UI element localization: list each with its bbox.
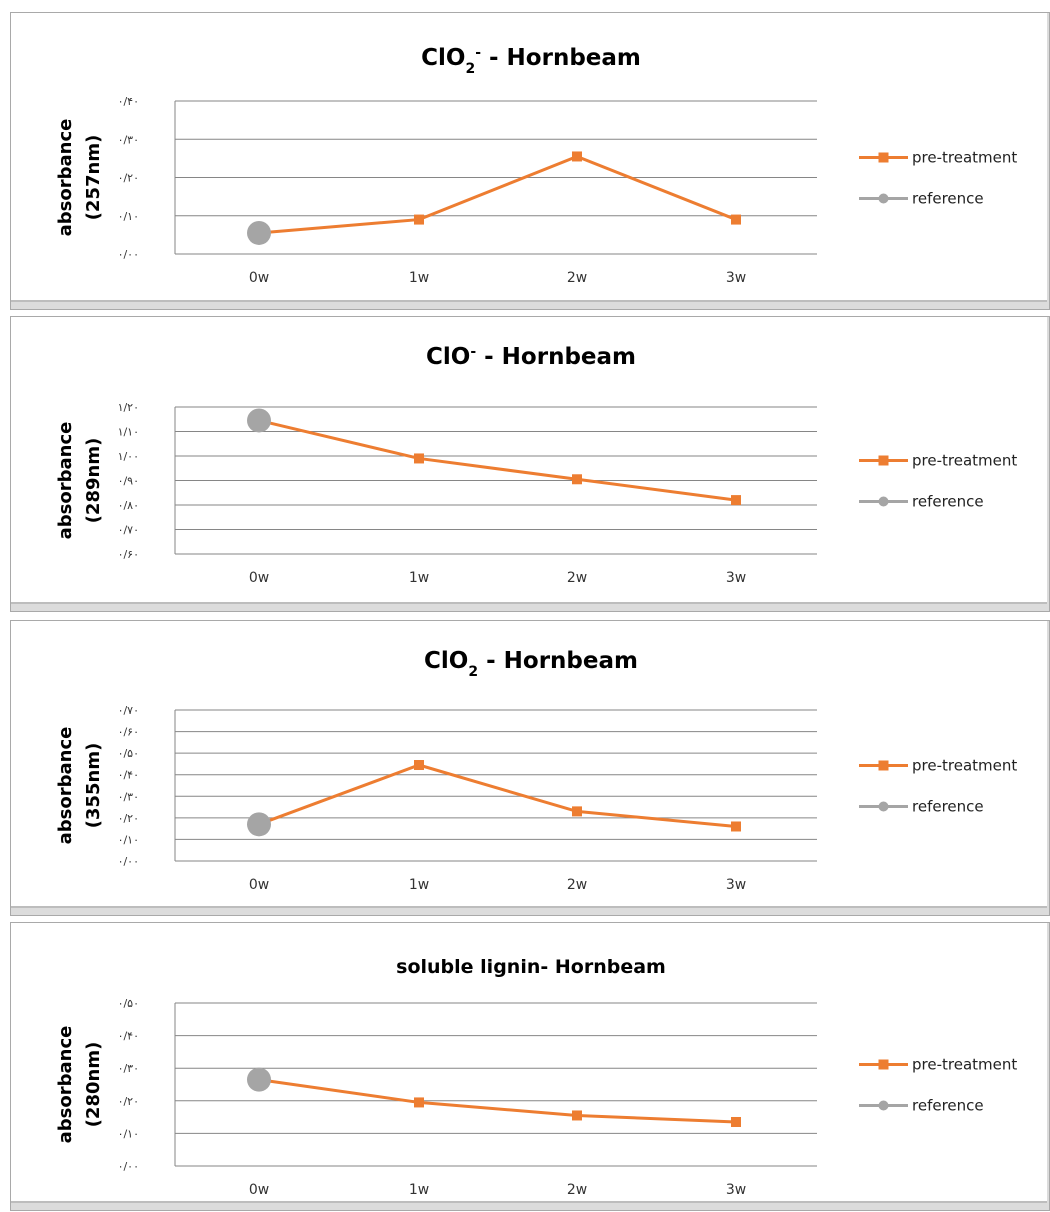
y-tick-label: ۰/۰۰: [118, 248, 139, 261]
data-point-pre-treatment: [572, 1110, 582, 1121]
y-tick-label: ۰/۱۰: [118, 1127, 139, 1140]
x-tick-label: 3w: [726, 270, 746, 286]
y-tick-label: ۰/۴۰: [118, 769, 139, 782]
y-tick-label: ۰/۲۰: [118, 172, 139, 185]
chart-panel-clo2: ClO2 - Hornbeam absorbance (355nm) ۰/۷۰ ۰/۶۰…: [10, 620, 1050, 916]
y-tick-label: ۱/۲۰: [118, 401, 139, 414]
data-point-pre-treatment: [731, 821, 741, 832]
y-tick-label: ۰/۰۰: [118, 1160, 139, 1173]
data-point-pre-treatment: [572, 474, 582, 485]
legend-marker-pre-treatment: [878, 1059, 889, 1070]
data-point-pre-treatment: [731, 214, 741, 225]
legend-label-pre-treatment: pre-treatment: [912, 757, 1017, 775]
legend-marker-reference: [878, 496, 889, 507]
legend-label-pre-treatment: pre-treatment: [912, 1056, 1017, 1074]
x-tick-label: 2w: [567, 270, 587, 286]
chart-2: ClO2 - Hornbeam absorbance (355nm) ۰/۷۰ ۰/۶۰…: [55, 648, 1017, 893]
data-point-pre-treatment: [414, 760, 424, 771]
legend-marker-reference: [878, 801, 889, 812]
y-tick-label: ۰/۱۰: [118, 833, 139, 846]
legend-label-pre-treatment: pre-treatment: [912, 452, 1017, 470]
chart-title: ClO2 - Hornbeam: [424, 648, 638, 680]
y-tick-label: ۰/۵۰: [118, 747, 139, 760]
y-tick-label: ۰/۵۰: [118, 997, 139, 1010]
series-line-pre-treatment: [258, 419, 737, 502]
y-tick-label: ۰/۴۰: [118, 95, 139, 108]
y-tick-label: ۱/۱۰: [118, 426, 139, 439]
data-point-pre-treatment: [731, 1116, 741, 1127]
y-tick-label: ۰/۲۰: [118, 812, 139, 825]
chart-3: soluble lignin- Hornbeam absorbance (280nm…: [55, 956, 1017, 1198]
y-axis-label: absorbance (280nm): [55, 1026, 104, 1144]
series-line-pre-treatment: [258, 154, 737, 235]
data-point-pre-treatment: [731, 495, 741, 506]
data-point-pre-treatment: [414, 453, 424, 464]
y-tick-label: ۰/۰۰: [118, 855, 139, 868]
y-tick-label: ۰/۳۰: [118, 790, 139, 803]
chart-title: ClO- - Hornbeam: [426, 344, 636, 370]
series-line-pre-treatment: [258, 763, 737, 828]
chart-0: ClO2- - Hornbeam absorbance (257nm) ۰/۴۰ ۰/۳…: [55, 45, 1017, 286]
legend-label-pre-treatment: pre-treatment: [912, 149, 1017, 167]
y-tick-label: ۰/۶۰: [118, 726, 139, 739]
y-tick-label: ۰/۷۰: [118, 524, 139, 537]
y-tick-label: ۰/۳۰: [118, 133, 139, 146]
chart-panel-soluble-lignin: soluble lignin- Hornbeam absorbance (280nm…: [10, 922, 1050, 1211]
legend-marker-pre-treatment: [878, 152, 889, 163]
x-tick-label: 0w: [249, 270, 269, 286]
chart-panel-clo2-minus: ClO2- - Hornbeam absorbance (257nm) ۰/۴۰ ۰/۳…: [10, 12, 1050, 310]
legend-marker-reference: [878, 193, 889, 204]
chart-title: ClO2- - Hornbeam: [421, 45, 641, 77]
legend-marker-reference: [878, 1100, 889, 1111]
data-point-reference: [247, 220, 271, 245]
x-tick-label: 3w: [726, 877, 746, 893]
y-tick-label: ۰/۳۰: [118, 1062, 139, 1075]
chart-title: soluble lignin- Hornbeam: [396, 956, 666, 978]
x-tick-label: 0w: [249, 570, 269, 586]
legend-label-reference: reference: [912, 798, 984, 816]
y-axis-label: absorbance (355nm): [55, 727, 104, 845]
y-tick-label: ۰/۷۰: [118, 704, 139, 717]
x-tick-label: 2w: [567, 570, 587, 586]
y-tick-label: ۰/۲۰: [118, 1095, 139, 1108]
y-tick-label: ۰/۴۰: [118, 1030, 139, 1043]
y-tick-label: ۰/۹۰: [118, 475, 139, 488]
x-tick-label: 3w: [726, 1182, 746, 1198]
legend-label-reference: reference: [912, 1097, 984, 1115]
y-axis-label: absorbance (257nm): [55, 119, 104, 237]
x-tick-label: 1w: [409, 270, 429, 286]
x-tick-label: 3w: [726, 570, 746, 586]
y-tick-label: ۰/۶۰: [118, 548, 139, 561]
y-tick-label: ۰/۸۰: [118, 499, 139, 512]
chart-1: ClO- - Hornbeam absorbance (289nm) ۱/۲۰ ۱/۱۰…: [55, 344, 1017, 586]
data-point-pre-treatment: [414, 214, 424, 225]
data-point-reference: [247, 408, 271, 433]
x-tick-label: 0w: [249, 1182, 269, 1198]
x-tick-label: 1w: [409, 877, 429, 893]
chart-panel-clo-minus: ClO- - Hornbeam absorbance (289nm) ۱/۲۰ ۱/۱۰…: [10, 316, 1050, 612]
legend-label-reference: reference: [912, 190, 984, 208]
x-tick-label: 2w: [567, 877, 587, 893]
x-tick-label: 1w: [409, 570, 429, 586]
y-tick-label: ۰/۱۰: [118, 210, 139, 223]
y-axis-label: absorbance (289nm): [55, 422, 104, 540]
legend-label-reference: reference: [912, 493, 984, 511]
data-point-pre-treatment: [414, 1097, 424, 1108]
data-point-pre-treatment: [572, 151, 582, 162]
x-tick-label: 1w: [409, 1182, 429, 1198]
data-point-reference: [247, 1067, 271, 1092]
legend-marker-pre-treatment: [878, 455, 889, 466]
data-point-reference: [247, 812, 271, 837]
legend-marker-pre-treatment: [878, 760, 889, 771]
data-point-pre-treatment: [572, 806, 582, 817]
x-tick-label: 2w: [567, 1182, 587, 1198]
y-tick-label: ۱/۰۰: [118, 450, 139, 463]
x-tick-label: 0w: [249, 877, 269, 893]
series-line-pre-treatment: [258, 1078, 737, 1124]
